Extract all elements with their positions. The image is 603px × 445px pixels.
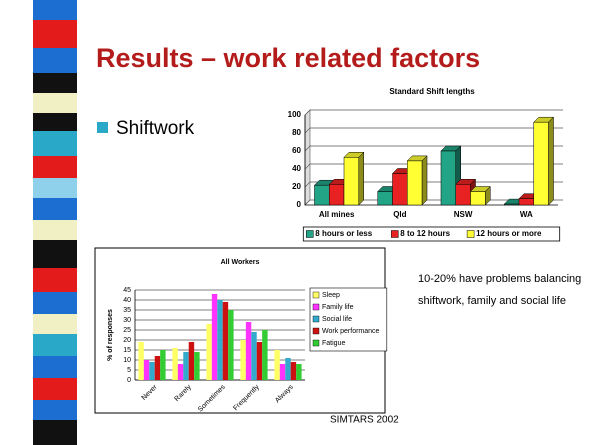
y-tick-label: 20 bbox=[123, 337, 131, 344]
bar bbox=[456, 184, 471, 205]
bar bbox=[149, 362, 154, 380]
bar bbox=[172, 348, 177, 380]
y-tick-label: 80 bbox=[292, 128, 301, 137]
x-tick-label: Qld bbox=[393, 210, 406, 219]
bar bbox=[296, 364, 301, 380]
bar bbox=[189, 342, 194, 380]
y-axis-label: % of responses bbox=[107, 309, 114, 361]
legend-swatch bbox=[313, 304, 319, 310]
legend-label: Sleep bbox=[322, 292, 340, 299]
bar bbox=[155, 356, 160, 380]
bar-side bbox=[359, 152, 364, 205]
y-tick-label: 30 bbox=[123, 317, 131, 324]
bar bbox=[240, 340, 245, 380]
bar bbox=[407, 161, 422, 205]
y-tick-label: 35 bbox=[123, 307, 131, 314]
bar bbox=[392, 174, 407, 206]
side-stripe bbox=[33, 0, 77, 445]
legend-label: 8 hours or less bbox=[315, 229, 372, 238]
y-tick-label: 45 bbox=[123, 287, 131, 294]
x-tick-label: WA bbox=[520, 210, 533, 219]
bar bbox=[344, 157, 359, 205]
y-tick-label: 40 bbox=[292, 164, 301, 173]
slide: Results – work related factors Shiftwork… bbox=[0, 0, 603, 445]
y-tick-label: 0 bbox=[297, 200, 302, 209]
bar bbox=[262, 330, 267, 380]
slide-canvas: Results – work related factors Shiftwork… bbox=[0, 0, 603, 445]
legend-swatch bbox=[313, 292, 319, 298]
legend-swatch bbox=[306, 231, 313, 238]
legend-swatch bbox=[391, 231, 398, 238]
y-tick-label: 100 bbox=[288, 110, 302, 119]
bar bbox=[183, 352, 188, 380]
bullet-text: Shiftwork bbox=[116, 118, 195, 139]
x-tick-label: All mines bbox=[319, 210, 355, 219]
back-wall bbox=[305, 110, 310, 205]
y-tick-label: 40 bbox=[123, 297, 131, 304]
y-tick-label: 15 bbox=[123, 347, 131, 354]
legend-label: Social life bbox=[322, 316, 352, 323]
note: 10-20% have problems balancing shiftwork… bbox=[418, 268, 583, 312]
chart-title: All Workers bbox=[221, 259, 260, 266]
legend-swatch bbox=[313, 328, 319, 334]
bullet-square bbox=[97, 122, 108, 133]
y-tick-label: 10 bbox=[123, 357, 131, 364]
bar bbox=[378, 192, 393, 206]
bar bbox=[206, 324, 211, 380]
y-tick-label: 25 bbox=[123, 327, 131, 334]
bar bbox=[441, 151, 456, 205]
legend-swatch bbox=[313, 316, 319, 322]
legend-label: 8 to 12 hours bbox=[400, 229, 450, 238]
bar bbox=[138, 342, 143, 380]
bar bbox=[144, 360, 149, 380]
legend-label: Work performance bbox=[322, 328, 380, 335]
legend-label: 12 hours or more bbox=[476, 229, 542, 238]
bar bbox=[223, 302, 228, 380]
bar bbox=[280, 364, 285, 380]
bar bbox=[178, 364, 183, 380]
bar bbox=[519, 199, 534, 205]
legend-label: Fatigue bbox=[322, 340, 345, 347]
y-tick-label: 60 bbox=[292, 146, 301, 155]
bar bbox=[251, 332, 256, 380]
bar bbox=[246, 322, 251, 380]
bar bbox=[314, 185, 329, 205]
bar bbox=[228, 310, 233, 380]
y-tick-label: 0 bbox=[127, 377, 131, 384]
bar-side bbox=[549, 117, 554, 205]
legend-swatch bbox=[313, 340, 319, 346]
y-tick-label: 20 bbox=[292, 182, 301, 191]
bar-side bbox=[422, 156, 427, 205]
bar bbox=[291, 362, 296, 380]
bar bbox=[257, 342, 262, 380]
bar bbox=[504, 204, 519, 205]
bar bbox=[217, 300, 222, 380]
chart-title: Standard Shift lengths bbox=[389, 87, 475, 96]
bar bbox=[212, 294, 217, 380]
source: SIMTARS 2002 bbox=[330, 415, 399, 426]
bar bbox=[329, 184, 344, 205]
bar bbox=[285, 358, 290, 380]
bar bbox=[274, 350, 279, 380]
bar bbox=[160, 350, 165, 380]
legend-label: Family life bbox=[322, 304, 354, 311]
x-tick-label: NSW bbox=[454, 210, 473, 219]
bar bbox=[194, 352, 199, 380]
legend-swatch bbox=[467, 231, 474, 238]
slide-title: Results – work related factors bbox=[96, 43, 480, 73]
y-tick-label: 5 bbox=[127, 367, 131, 374]
bar bbox=[534, 122, 549, 205]
bar bbox=[471, 192, 486, 206]
